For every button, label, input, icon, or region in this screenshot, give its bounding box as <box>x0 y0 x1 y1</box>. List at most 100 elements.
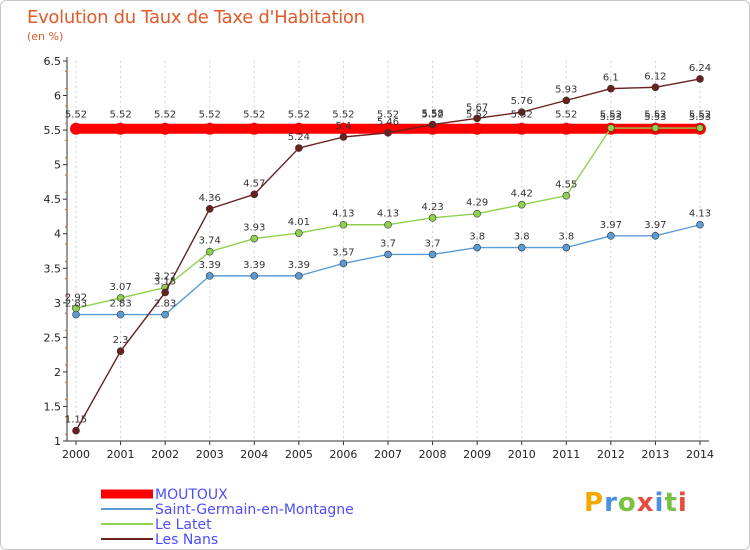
data-point-saint-germain-en-montagne-2008 <box>428 250 437 259</box>
x-tick-label-2000: 2000 <box>62 448 90 461</box>
data-label-le-latet-2014: 5.53 <box>689 112 711 123</box>
data-label-moutoux-2012: 5.52 <box>600 110 622 121</box>
data-point-saint-germain-en-montagne-2004 <box>250 272 259 280</box>
y-tick-label-4.5: 4.5 <box>44 193 62 206</box>
data-point-les-nans-2012 <box>607 84 615 93</box>
data-point-saint-germain-en-montagne-2011 <box>562 243 571 252</box>
x-tick-label-2003: 2003 <box>196 448 224 461</box>
data-point-moutoux-2001 <box>114 122 127 135</box>
data-point-saint-germain-en-montagne-2007 <box>384 250 392 259</box>
chart-unit-label: (en %) <box>27 30 64 43</box>
data-label-les-nans-2012: 6.1 <box>603 73 619 84</box>
data-point-le-latet-2001 <box>116 294 125 302</box>
data-label-moutoux-2004: 5.52 <box>243 110 265 121</box>
data-label-saint-germain-en-montagne-2004: 3.39 <box>243 260 265 271</box>
x-tick-label-2004: 2004 <box>240 448 268 461</box>
data-label-le-latet-2010: 4.42 <box>511 189 533 200</box>
data-point-moutoux-2011 <box>560 122 573 135</box>
data-point-les-nans-2008 <box>428 120 437 129</box>
data-point-moutoux-2000 <box>70 122 82 135</box>
x-tick-label-2005: 2005 <box>285 448 313 461</box>
x-tick-label-2002: 2002 <box>151 448 179 461</box>
data-point-les-nans-2009 <box>473 114 481 123</box>
data-label-saint-germain-en-montagne-2005: 3.39 <box>288 260 310 271</box>
x-tick-label-2006: 2006 <box>329 448 357 461</box>
logo-letter: t <box>664 488 678 518</box>
data-point-saint-germain-en-montagne-2013 <box>651 232 660 240</box>
data-point-le-latet-2005 <box>295 229 303 237</box>
data-point-le-latet-2011 <box>562 191 571 200</box>
data-label-moutoux-2000: 5.52 <box>65 110 87 121</box>
data-label-les-nans-2002: 3.15 <box>154 276 176 287</box>
data-label-le-latet-2013: 5.53 <box>644 112 666 123</box>
data-label-moutoux-2005: 5.52 <box>288 110 310 121</box>
x-tick-label-2008: 2008 <box>419 448 447 461</box>
data-point-les-nans-2014 <box>696 75 704 83</box>
data-point-moutoux-2010 <box>515 122 528 135</box>
legend-label-moutoux: MOUTOUX <box>155 487 228 503</box>
data-label-le-latet-2006: 4.13 <box>332 209 354 220</box>
data-label-les-nans-2001: 2.3 <box>113 335 129 346</box>
data-point-saint-germain-en-montagne-2001 <box>116 310 125 319</box>
data-point-le-latet-2012 <box>607 124 615 132</box>
x-tick-label-2007: 2007 <box>374 448 402 461</box>
data-label-les-nans-2011: 5.93 <box>555 84 577 95</box>
data-label-moutoux-2013: 5.52 <box>644 110 666 121</box>
data-point-moutoux-2009 <box>471 122 484 135</box>
data-label-le-latet-2012: 5.53 <box>600 112 622 123</box>
y-tick-label-2: 2 <box>54 366 61 379</box>
data-label-le-latet-2008: 4.23 <box>421 202 443 213</box>
chart-title: Evolution du Taux de Taxe d'Habitation <box>27 7 365 28</box>
x-tick-label-2010: 2010 <box>508 448 536 461</box>
data-label-saint-germain-en-montagne-2000: 2.83 <box>65 299 87 310</box>
data-label-le-latet-2002: 3.22 <box>154 272 176 283</box>
data-label-moutoux-2009: 5.52 <box>466 110 488 121</box>
data-label-saint-germain-en-montagne-2001: 2.83 <box>109 299 131 310</box>
data-label-saint-germain-en-montagne-2008: 3.7 <box>425 238 441 249</box>
logo-letter: x <box>636 488 655 518</box>
data-label-les-nans-2006: 5.4 <box>335 121 351 132</box>
data-point-les-nans-2007 <box>384 129 392 137</box>
data-point-les-nans-2000 <box>72 426 80 435</box>
data-point-les-nans-2003 <box>205 205 214 213</box>
data-label-saint-germain-en-montagne-2009: 3.8 <box>469 232 485 243</box>
data-label-les-nans-2014: 6.24 <box>689 63 711 74</box>
data-point-le-latet-2004 <box>250 234 259 243</box>
data-label-les-nans-2008: 5.58 <box>421 109 443 120</box>
y-tick-label-6: 6 <box>54 90 61 103</box>
data-point-les-nans-2004 <box>250 190 259 199</box>
data-point-les-nans-2011 <box>562 96 571 105</box>
data-point-saint-germain-en-montagne-2002 <box>161 310 169 319</box>
x-tick-label-2009: 2009 <box>463 448 491 461</box>
data-point-les-nans-2010 <box>517 108 526 116</box>
data-label-moutoux-2007: 5.52 <box>377 110 399 121</box>
y-tick-label-5: 5 <box>54 159 61 172</box>
legend-label-le-latet: Le Latet <box>155 517 212 533</box>
data-label-le-latet-2005: 4.01 <box>288 217 310 228</box>
y-tick-label-3.5: 3.5 <box>44 262 62 275</box>
data-label-le-latet-2007: 4.13 <box>377 209 399 220</box>
x-tick-label-2001: 2001 <box>107 448 135 461</box>
legend-label-les-nans: Les Nans <box>155 532 218 548</box>
x-tick-label-2013: 2013 <box>641 448 669 461</box>
data-label-moutoux-2010: 5.52 <box>511 110 533 121</box>
proxiti-logo: Proxiti <box>584 488 688 518</box>
y-tick-label-4: 4 <box>54 228 61 241</box>
data-label-saint-germain-en-montagne-2002: 2.83 <box>154 299 176 310</box>
x-tick-label-2012: 2012 <box>597 448 625 461</box>
data-label-saint-germain-en-montagne-2012: 3.97 <box>600 220 622 231</box>
data-point-saint-germain-en-montagne-2003 <box>205 272 214 280</box>
data-label-les-nans-2004: 4.57 <box>243 178 265 189</box>
data-label-le-latet-2011: 4.55 <box>555 180 577 191</box>
data-point-moutoux-2006 <box>337 122 350 135</box>
data-point-le-latet-2008 <box>428 214 437 222</box>
data-point-saint-germain-en-montagne-2005 <box>295 272 303 280</box>
data-point-saint-germain-en-montagne-2010 <box>517 243 526 252</box>
data-label-moutoux-2008: 5.52 <box>421 110 443 121</box>
data-point-le-latet-2010 <box>517 200 526 209</box>
data-point-le-latet-2003 <box>205 247 214 256</box>
data-label-saint-germain-en-montagne-2007: 3.7 <box>380 238 396 249</box>
data-label-le-latet-2009: 4.29 <box>466 198 488 209</box>
data-point-le-latet-2007 <box>384 220 392 229</box>
data-label-moutoux-2011: 5.52 <box>555 110 577 121</box>
